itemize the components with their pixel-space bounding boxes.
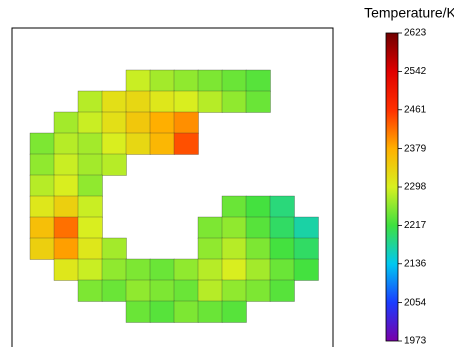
field-cell xyxy=(269,216,295,239)
field-cell xyxy=(197,258,223,281)
field-cell xyxy=(29,216,55,239)
colorbar-tick-label: 2379 xyxy=(404,143,427,154)
field-cell xyxy=(101,153,127,176)
field-cell xyxy=(53,111,79,134)
field-cell xyxy=(77,90,103,113)
field-cell xyxy=(221,258,247,281)
field-cell xyxy=(293,216,319,239)
colorbar-tick-label: 2298 xyxy=(404,182,427,193)
field-cell xyxy=(29,237,55,260)
field-cell xyxy=(29,174,55,197)
field-cell xyxy=(269,195,295,218)
colorbar-tick-label: 2217 xyxy=(404,220,427,231)
field-cell xyxy=(101,237,127,260)
field-cell xyxy=(293,237,319,260)
field-cell xyxy=(77,279,103,302)
field-cell xyxy=(269,237,295,260)
field-cell xyxy=(77,195,103,218)
field-cell xyxy=(101,279,127,302)
field-cell xyxy=(125,69,151,92)
field-cell xyxy=(77,216,103,239)
field-cell xyxy=(245,258,271,281)
field-cell xyxy=(173,69,199,92)
field-cell xyxy=(29,132,55,155)
field-cell xyxy=(245,279,271,302)
field-cell xyxy=(197,279,223,302)
colorbar-tick-label: 2623 xyxy=(404,28,427,39)
field-cell xyxy=(197,300,223,323)
field-cell xyxy=(221,69,247,92)
field-cell xyxy=(245,69,271,92)
field-cell xyxy=(101,90,127,113)
field-cell xyxy=(173,258,199,281)
colorbar-tick-label: 2461 xyxy=(404,104,427,115)
colorbar-tick-label: 2054 xyxy=(404,297,427,308)
field-cell xyxy=(53,195,79,218)
field-cell xyxy=(197,69,223,92)
field-cell xyxy=(245,90,271,113)
field-cell xyxy=(245,237,271,260)
field-cell xyxy=(221,216,247,239)
colorbar-title: Temperature/K xyxy=(364,5,454,21)
field-cell xyxy=(77,174,103,197)
field-cell xyxy=(53,237,79,260)
field-cell xyxy=(149,90,175,113)
field-cell xyxy=(149,132,175,155)
field-cell xyxy=(125,111,151,134)
field-cell xyxy=(125,258,151,281)
field-cell xyxy=(77,237,103,260)
field-cell xyxy=(53,132,79,155)
field-cell xyxy=(197,216,223,239)
field-cell xyxy=(77,111,103,134)
colorbar-tick-label: 1973 xyxy=(404,336,427,347)
field-cell xyxy=(149,300,175,323)
field-cell xyxy=(269,258,295,281)
field-cell xyxy=(173,132,199,155)
field-cell xyxy=(269,279,295,302)
field-cell xyxy=(173,279,199,302)
field-cell xyxy=(29,153,55,176)
field-cell xyxy=(221,90,247,113)
field-cell xyxy=(53,153,79,176)
field-cell xyxy=(221,195,247,218)
field-cell xyxy=(149,111,175,134)
field-cell xyxy=(125,132,151,155)
field-cell xyxy=(221,237,247,260)
colorbar xyxy=(385,32,399,342)
field-cell xyxy=(149,69,175,92)
field-cell xyxy=(77,153,103,176)
colorbar-tick-label: 2542 xyxy=(404,66,427,77)
field-cell xyxy=(53,174,79,197)
field-cell xyxy=(125,300,151,323)
field-cell xyxy=(149,258,175,281)
field-cell xyxy=(173,111,199,134)
colorbar-tick-label: 2136 xyxy=(404,258,427,269)
field-cell xyxy=(293,258,319,281)
field-cell xyxy=(245,195,271,218)
field-cell xyxy=(197,90,223,113)
field-cell xyxy=(173,300,199,323)
field-cell xyxy=(29,195,55,218)
field-cell xyxy=(125,279,151,302)
field-cell xyxy=(77,132,103,155)
field-cell xyxy=(221,300,247,323)
field-cell xyxy=(125,90,151,113)
field-cell xyxy=(245,216,271,239)
field-cell xyxy=(101,111,127,134)
field-cell xyxy=(101,258,127,281)
field-cell xyxy=(101,132,127,155)
field-cell xyxy=(173,90,199,113)
field-cell xyxy=(197,237,223,260)
field-cell xyxy=(53,258,79,281)
field-cell xyxy=(77,258,103,281)
field-cell xyxy=(221,279,247,302)
field-cell xyxy=(149,279,175,302)
field-cell xyxy=(53,216,79,239)
